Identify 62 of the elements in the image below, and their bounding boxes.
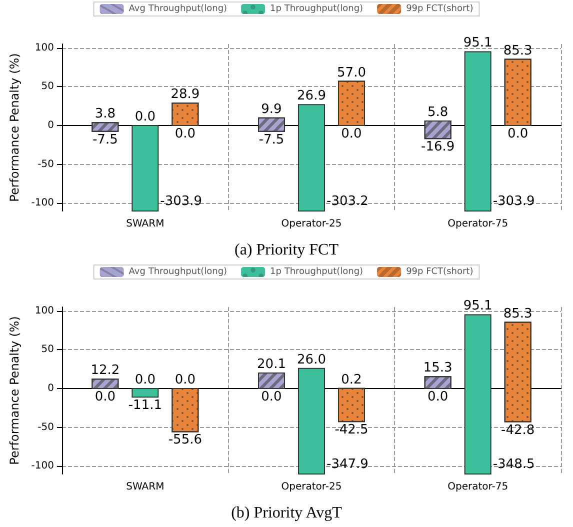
y-tick-label: 50 xyxy=(41,344,54,356)
y-axis-title: Performance Penalty (%) xyxy=(7,53,22,202)
data-label: 12.2 xyxy=(90,363,120,378)
y-axis-title: Performance Penalty (%) xyxy=(7,316,22,465)
data-label: 85.3 xyxy=(503,306,532,322)
data-label: 0.0 xyxy=(134,372,156,388)
annotation: 0.0 xyxy=(94,390,116,405)
data-label: 3.8 xyxy=(94,106,116,122)
text: (b) Priority AvgT xyxy=(231,504,342,522)
y-tick-label: -100 xyxy=(31,460,54,472)
legend-label: Avg Throughput(long) xyxy=(128,4,228,14)
y-tick-label: 0 xyxy=(48,383,54,394)
legend-label: 99p FCT(short) xyxy=(406,4,474,14)
annotation: 0.0 xyxy=(174,126,196,142)
data-label: 0.0 xyxy=(174,372,196,388)
x-tick-label: SWARM xyxy=(126,482,164,492)
annotation: 0.0 xyxy=(341,126,362,142)
annotation: -347.9 xyxy=(326,457,368,472)
legend-label: Avg Throughput(long) xyxy=(128,267,228,277)
data-label: 85.3 xyxy=(503,43,532,58)
annotation: 0.0 xyxy=(261,390,282,405)
data-label: 20.1 xyxy=(257,356,286,372)
legend-label: 1p Throughput(long) xyxy=(270,267,364,277)
annotation: -303.9 xyxy=(492,194,535,209)
annotation: -7.5 xyxy=(258,132,284,148)
y-tick-label: 50 xyxy=(41,81,54,92)
legend-label: 99p FCT(short) xyxy=(406,267,474,277)
y-tick-label: -50 xyxy=(38,158,54,170)
data-label: 0.2 xyxy=(341,372,362,388)
data-label: 15.3 xyxy=(423,360,452,376)
annotation: -303.9 xyxy=(160,194,202,209)
y-tick-label: -100 xyxy=(31,198,54,209)
y-tick-label: -50 xyxy=(38,422,54,433)
annotation: -42.5 xyxy=(334,422,368,438)
legend-label: 1p Throughput(long) xyxy=(270,4,364,14)
x-tick-label: Operator-25 xyxy=(281,218,342,230)
data-label: 0.0 xyxy=(134,110,156,125)
annotation: -348.5 xyxy=(492,457,535,472)
data-label: 9.9 xyxy=(261,102,282,117)
annotation: -42.8 xyxy=(501,422,535,438)
x-tick-label: Operator-75 xyxy=(448,218,508,230)
annotation: -303.2 xyxy=(326,194,368,209)
data-label: 95.1 xyxy=(463,298,492,314)
data-label: 26.9 xyxy=(297,88,326,104)
y-tick-label: 100 xyxy=(34,305,54,316)
annotation: 0.0 xyxy=(427,390,448,405)
annotation: 0.0 xyxy=(507,126,528,142)
annotation: -7.5 xyxy=(92,132,118,148)
x-tick-label: Operator-75 xyxy=(448,482,508,492)
data-label: 5.8 xyxy=(427,105,448,120)
y-tick-label: 100 xyxy=(34,42,54,54)
annotation: -11.1 xyxy=(128,398,162,414)
data-label: 28.9 xyxy=(170,87,200,102)
data-label: 95.1 xyxy=(463,36,492,51)
text: (a) Priority FCT xyxy=(234,242,339,258)
y-tick-label: 0 xyxy=(48,120,54,132)
data-label: 26.0 xyxy=(297,352,326,368)
annotation: -55.6 xyxy=(168,432,202,448)
x-tick-label: Operator-25 xyxy=(281,482,342,492)
annotation: -16.9 xyxy=(421,140,455,155)
x-tick-label: SWARM xyxy=(126,218,164,230)
data-label: 57.0 xyxy=(337,65,366,80)
